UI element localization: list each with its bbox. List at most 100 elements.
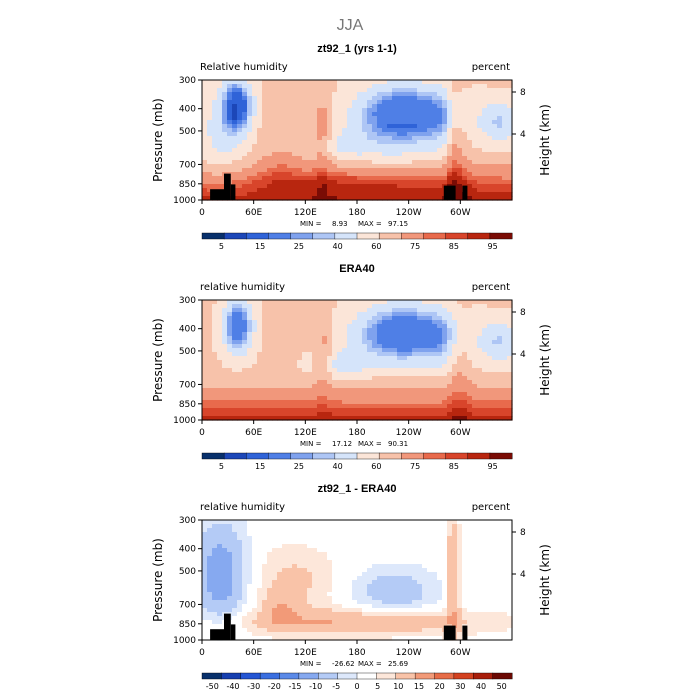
heatmap-cell: [292, 576, 298, 581]
heatmap-cell: [322, 308, 328, 313]
heatmap-cell: [307, 356, 313, 361]
heatmap-cell: [277, 416, 283, 421]
heatmap-cell: [287, 388, 293, 393]
heatmap-cell: [202, 348, 208, 353]
heatmap-cell: [347, 368, 353, 373]
heatmap-cell: [402, 540, 408, 545]
heatmap-cell: [427, 324, 433, 329]
heatmap-cell: [502, 324, 508, 329]
heatmap-cell: [297, 108, 303, 113]
heatmap-cell: [287, 300, 293, 305]
heatmap-cell: [407, 564, 413, 569]
heatmap-cell: [377, 588, 383, 593]
heatmap-cell: [272, 324, 278, 329]
heatmap-cell: [252, 376, 258, 381]
heatmap-cell: [282, 404, 288, 409]
heatmap-cell: [357, 316, 363, 321]
heatmap-cell: [277, 88, 283, 93]
heatmap-cell: [342, 556, 348, 561]
heatmap-cell: [337, 544, 343, 549]
heatmap-cell: [232, 528, 238, 533]
heatmap-cell: [332, 548, 338, 553]
heatmap-cell: [272, 408, 278, 413]
heatmap-cell: [242, 96, 248, 101]
heatmap-cell: [277, 352, 283, 357]
heatmap-cell: [507, 348, 513, 353]
heatmap-cell: [342, 580, 348, 585]
heatmap-cell: [352, 88, 358, 93]
heatmap-cell: [202, 188, 208, 193]
heatmap-cell: [507, 168, 513, 173]
heatmap-cell: [427, 528, 433, 533]
heatmap-cell: [232, 592, 238, 597]
heatmap-cell: [392, 132, 398, 137]
heatmap-cell: [422, 104, 428, 109]
heatmap-cell: [507, 180, 513, 185]
heatmap-cell: [317, 168, 323, 173]
heatmap-cell: [242, 176, 248, 181]
heatmap-cell: [397, 380, 403, 385]
heatmap-cell: [232, 572, 238, 577]
heatmap-cell: [472, 192, 478, 197]
heatmap-cell: [377, 184, 383, 189]
heatmap-cell: [507, 340, 513, 345]
heatmap-cell: [212, 564, 218, 569]
heatmap-cell: [477, 96, 483, 101]
heatmap-cell: [237, 320, 243, 325]
heatmap-cell: [297, 584, 303, 589]
heatmap-cell: [362, 356, 368, 361]
heatmap-cell: [452, 372, 458, 377]
heatmap-cell: [377, 108, 383, 113]
heatmap-cell: [422, 156, 428, 161]
heatmap-cell: [362, 192, 368, 197]
heatmap-cell: [377, 356, 383, 361]
heatmap-cell: [422, 180, 428, 185]
heatmap-cell: [292, 568, 298, 573]
heatmap-cell: [227, 592, 233, 597]
heatmap-cell: [202, 568, 208, 573]
heatmap-cell: [347, 140, 353, 145]
heatmap-cell: [342, 304, 348, 309]
heatmap-cell: [387, 316, 393, 321]
heatmap-cell: [222, 320, 228, 325]
heatmap-cell: [322, 92, 328, 97]
heatmap-cell: [322, 580, 328, 585]
heatmap-cell: [497, 148, 503, 153]
heatmap-cell: [232, 124, 238, 129]
heatmap-cell: [447, 568, 453, 573]
heatmap-cell: [292, 528, 298, 533]
heatmap-cell: [367, 116, 373, 121]
heatmap-cell: [417, 320, 423, 325]
heatmap-cell: [502, 304, 508, 309]
heatmap-cell: [467, 80, 473, 85]
heatmap-cell: [317, 152, 323, 157]
heatmap-cell: [407, 568, 413, 573]
heatmap-cell: [417, 160, 423, 165]
heatmap-cell: [277, 144, 283, 149]
heatmap-cell: [362, 104, 368, 109]
heatmap-cell: [377, 124, 383, 129]
heatmap-cell: [487, 160, 493, 165]
heatmap-cell: [477, 132, 483, 137]
heatmap-cell: [307, 176, 313, 181]
heatmap-cell: [382, 560, 388, 565]
heatmap-cell: [312, 344, 318, 349]
heatmap-cell: [292, 164, 298, 169]
heatmap-cell: [442, 140, 448, 145]
heatmap-cell: [447, 108, 453, 113]
heatmap-cell: [272, 412, 278, 417]
heatmap-cell: [212, 392, 218, 397]
heatmap-cell: [452, 156, 458, 161]
heatmap-cell: [292, 336, 298, 341]
heatmap-cell: [477, 148, 483, 153]
heatmap-cell: [402, 152, 408, 157]
heatmap-cell: [357, 148, 363, 153]
heatmap-cell: [317, 376, 323, 381]
heatmap-cell: [477, 300, 483, 305]
heatmap-cell: [392, 392, 398, 397]
heatmap-cell: [232, 340, 238, 345]
heatmap-cell: [202, 556, 208, 561]
heatmap-cell: [367, 396, 373, 401]
heatmap-cell: [317, 116, 323, 121]
heatmap-cell: [357, 108, 363, 113]
